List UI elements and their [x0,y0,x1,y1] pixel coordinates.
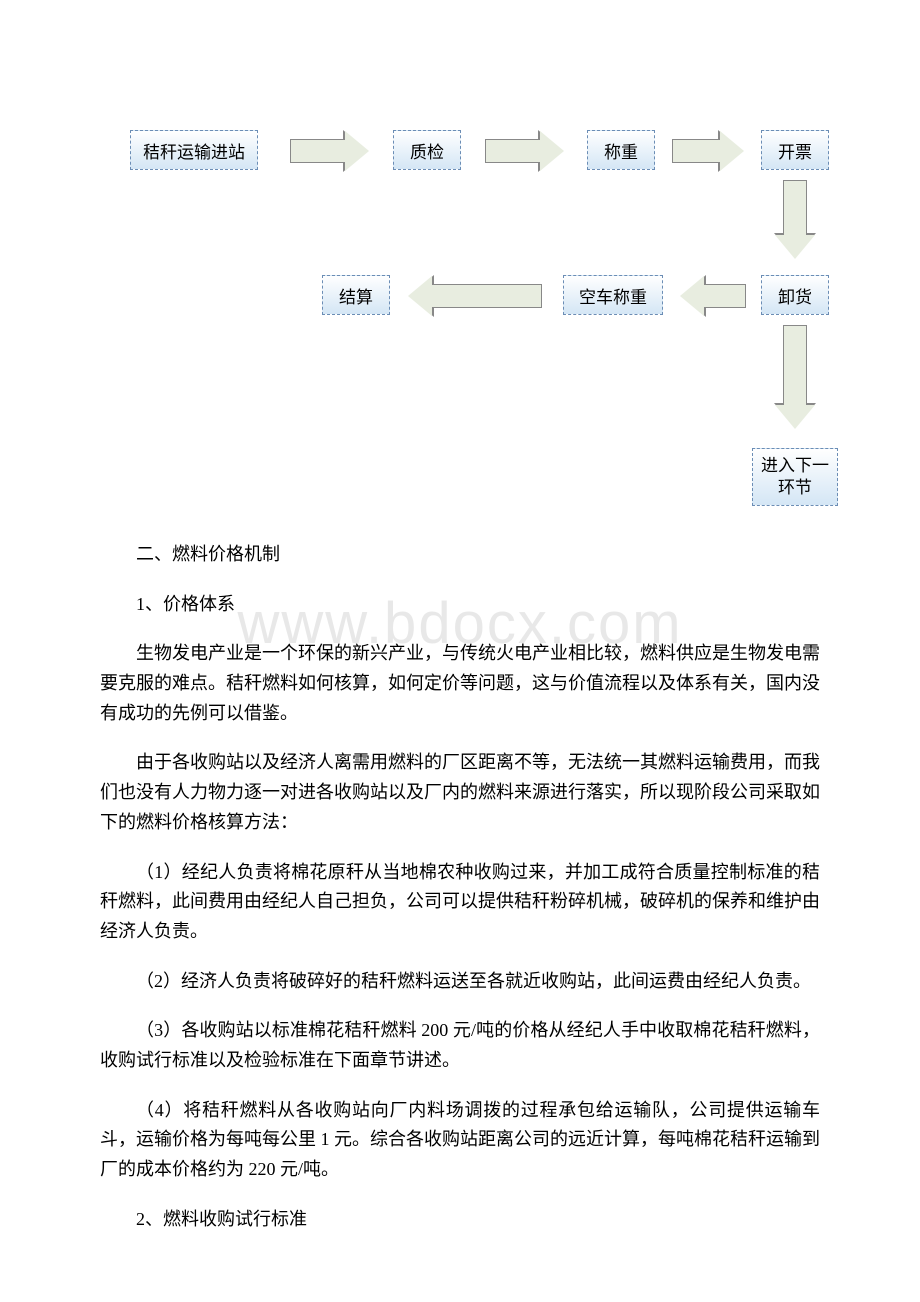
subsection-2: 2、燃料收购试行标准 [100,1205,820,1235]
flow-box-unload: 卸货 [761,275,829,315]
arrow-tare-to-settle [408,276,542,316]
flow-box-ticket: 开票 [761,130,829,170]
paragraph-5: （3）各收购站以标准棉花秸秆燃料 200 元/吨的价格从经纪人手中收取棉花秸秆燃… [100,1016,820,1075]
paragraph-3: （1）经纪人负责将棉花原秆从当地棉农种收购过来，并加工成符合质量控制标准的秸秆燃… [100,858,820,947]
flow-box-next: 进入下一环节 [752,448,838,506]
flow-box-weigh: 称重 [587,130,655,170]
document-body: 二、燃料价格机制 1、价格体系 生物发电产业是一个环保的新兴产业，与传统火电产业… [0,540,920,1234]
section-heading-2: 二、燃料价格机制 [100,540,820,570]
flow-box-input: 秸秆运输进站 [130,130,258,170]
paragraph-6: （4）将秸秆燃料从各收购站向厂内料场调拨的过程承包给运输队，公司提供运输车斗，运… [100,1096,820,1185]
arrow-ticket-to-unload [775,180,815,259]
arrow-weigh-to-ticket [672,131,744,171]
flow-box-settle: 结算 [322,275,390,315]
paragraph-4: （2）经济人负责将破碎好的秸秆燃料运送至各就近收购站，此间运费由经纪人负责。 [100,967,820,997]
arrow-input-to-qc [290,131,369,171]
flow-box-qc: 质检 [393,130,461,170]
paragraph-1: 生物发电产业是一个环保的新兴产业，与传统火电产业相比较，燃料供应是生物发电需要克… [100,639,820,728]
flowchart-region: 秸秆运输进站 质检 称重 开票 卸货 空车称重 结算 进入下一环节 [0,0,920,520]
arrow-unload-to-next [775,325,815,429]
arrow-unload-to-tare [680,276,746,316]
flow-box-tare: 空车称重 [563,275,663,315]
subsection-1: 1、价格体系 [100,590,820,620]
arrow-qc-to-weigh [485,131,564,171]
paragraph-2: 由于各收购站以及经济人离需用燃料的厂区距离不等，无法统一其燃料运输费用，而我们也… [100,748,820,837]
